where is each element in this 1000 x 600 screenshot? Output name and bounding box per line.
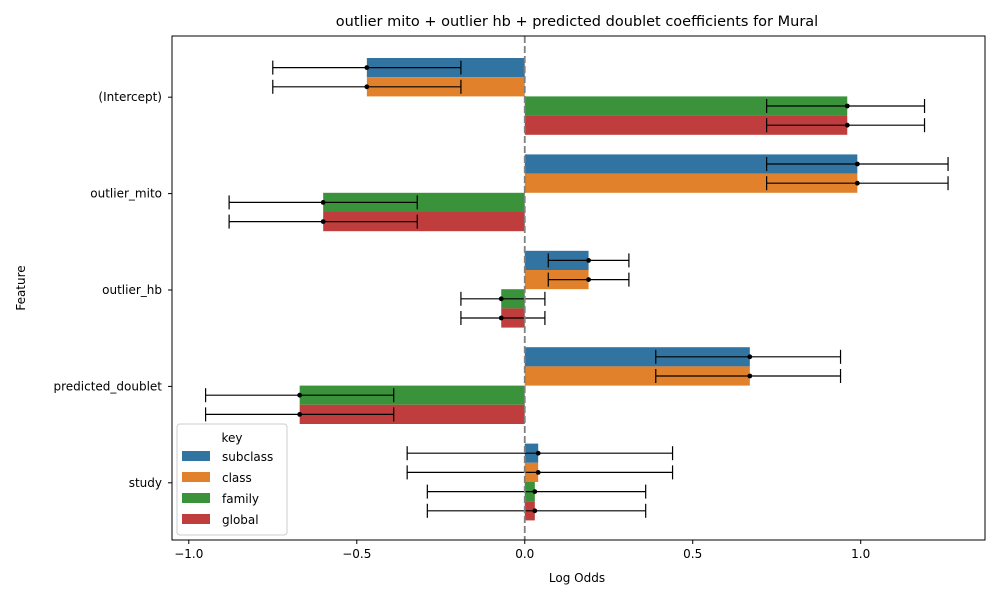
errorbar-outlier-mito-class — [766, 176, 949, 191]
errorbar-predicted-doublet-global — [204, 407, 395, 422]
point-intercept-family — [844, 103, 850, 109]
point-outlier-mito-family — [320, 200, 326, 205]
point-study-global — [532, 508, 538, 514]
y-tick-label-study: study — [129, 476, 162, 490]
x-tick-label: 0.5 — [683, 547, 702, 561]
x-axis: −1.0 −0.5 0.0 0.5 1.0 — [174, 540, 870, 561]
legend-swatch-global — [182, 514, 210, 524]
point-intercept-class — [364, 84, 370, 90]
legend-title: key — [221, 431, 242, 445]
y-axis: (Intercept) outlier_mito outlier_hbpredict… — [53, 90, 172, 490]
errorbar-outlier-mito-family — [228, 195, 418, 210]
legend-swatch-family — [182, 493, 210, 503]
errorbar-intercept-class — [272, 79, 462, 94]
errorbar-outlier-hb-class — [547, 272, 630, 287]
point-predicted-doublet-family — [297, 392, 303, 398]
point-predicted-doublet-class — [747, 373, 753, 379]
legend-swatch-subclass — [182, 451, 210, 461]
chart-title: outlier mito + outlier hb + predicted do… — [336, 14, 818, 30]
errorbar-outlier-mito-global — [228, 214, 418, 229]
legend-label-subclass: subclass — [222, 450, 273, 464]
x-tick-label: 1.0 — [851, 547, 870, 561]
point-outlier-mito-class — [854, 180, 860, 186]
y-axis-label: Feature — [14, 265, 28, 310]
y-tick-label-outlier-mito: outlier_mito — [90, 187, 162, 201]
point-intercept-subclass — [364, 65, 370, 70]
errorbar-study-family — [426, 484, 647, 499]
x-tick-label: −1.0 — [174, 547, 203, 561]
plot-frame — [171, 35, 986, 541]
point-outlier-hb-subclass — [586, 258, 591, 263]
errorbar-intercept-global — [766, 118, 926, 133]
bar-outlier-mito-global — [323, 212, 525, 232]
errorbar-study-global — [426, 503, 647, 518]
legend-label-class: class — [222, 471, 252, 485]
errorbar-outlier-hb-family — [460, 291, 546, 306]
bar-predicted-doublet-subclass — [524, 347, 750, 367]
bar-predicted-doublet-global — [299, 404, 525, 424]
y-tick-label-outlier-hb: outlier_hb — [102, 283, 162, 297]
x-axis-label: Log Odds — [549, 571, 605, 585]
point-outlier-mito-global — [320, 219, 326, 225]
legend: key subclass class family global — [176, 423, 288, 536]
y-tick-label-intercept: (Intercept) — [98, 90, 162, 104]
bar-predicted-doublet-class — [524, 366, 750, 386]
errorbar-study-class — [406, 465, 674, 480]
errorbar-outlier-hb-subclass — [547, 253, 630, 268]
point-outlier-hb-family — [498, 296, 504, 302]
bar-outlier-mito-subclass — [524, 154, 858, 174]
y-tick-label-predicted-doublet: predicted_doublet — [53, 379, 162, 393]
point-predicted-doublet-global — [297, 412, 303, 417]
errorbar-study-subclass — [406, 446, 674, 461]
errorbar-predicted-doublet-family — [204, 388, 395, 403]
point-intercept-global — [844, 122, 850, 128]
x-tick-label: 0.0 — [515, 547, 534, 561]
bar-outlier-mito-class — [524, 173, 858, 193]
errorbar-predicted-doublet-class — [655, 369, 842, 383]
errorbar-intercept-subclass — [272, 60, 462, 75]
bars-layer — [299, 58, 858, 521]
point-predicted-doublet-subclass — [747, 354, 753, 360]
point-study-subclass — [535, 450, 541, 456]
point-study-family — [532, 489, 538, 494]
errorbar-predicted-doublet-subclass — [655, 349, 842, 364]
x-tick-label: −0.5 — [342, 547, 371, 561]
errorbar-intercept-family — [766, 99, 926, 113]
point-study-class — [535, 470, 541, 475]
errorbar-outlier-hb-global — [460, 311, 546, 325]
legend-items: subclass class family global — [182, 450, 273, 527]
point-outlier-hb-class — [586, 277, 591, 282]
bar-predicted-doublet-family — [299, 385, 525, 405]
legend-label-family: family — [222, 492, 259, 506]
point-outlier-mito-subclass — [854, 161, 860, 167]
point-outlier-hb-global — [498, 315, 504, 321]
errorbar-outlier-mito-subclass — [766, 157, 949, 171]
legend-swatch-class — [182, 472, 210, 482]
errorbars-layer — [204, 60, 949, 518]
legend-label-global: global — [222, 513, 259, 527]
bar-outlier-mito-family — [323, 192, 525, 212]
